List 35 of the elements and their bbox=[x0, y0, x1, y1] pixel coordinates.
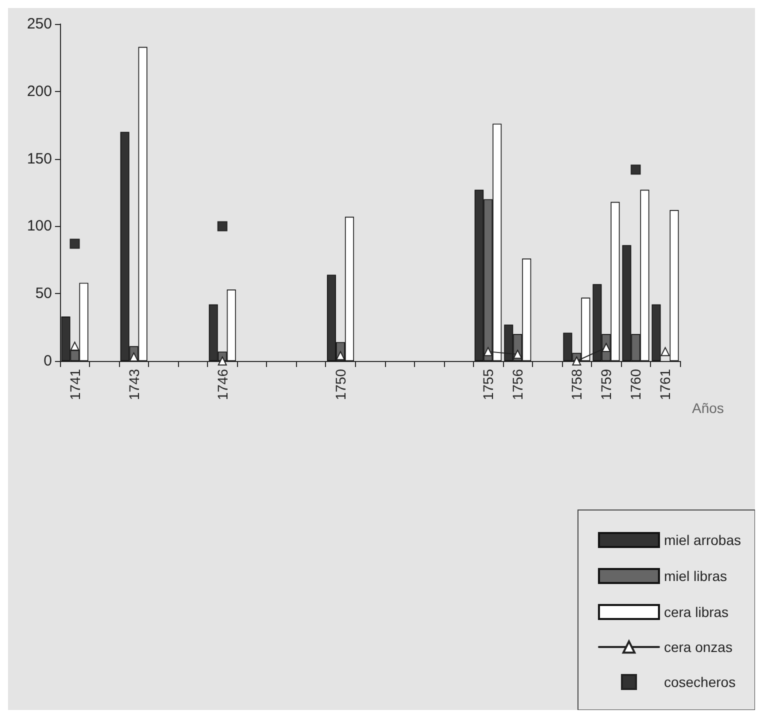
y-tick-label: 250 bbox=[26, 16, 52, 32]
x-tick-label: 1741 bbox=[66, 368, 83, 400]
x-tick-label: 1755 bbox=[480, 368, 496, 400]
y-tick-label: 150 bbox=[26, 150, 52, 168]
point bbox=[129, 352, 138, 362]
point bbox=[660, 347, 670, 356]
x-tick-label: 1760 bbox=[628, 368, 644, 400]
legend-label: miel libras bbox=[664, 568, 727, 584]
x-axis-title: Años bbox=[692, 400, 724, 416]
legend-label: cera libras bbox=[664, 604, 729, 620]
legend-label: miel arrobas bbox=[664, 532, 742, 548]
point bbox=[630, 164, 641, 175]
y-tick-label: 100 bbox=[26, 218, 52, 235]
legend-label: cosecheros bbox=[664, 674, 736, 690]
y-tick-label: 200 bbox=[26, 82, 52, 100]
bar bbox=[652, 304, 661, 361]
x-tick-label: 1759 bbox=[598, 368, 614, 400]
x-tick-label: 1758 bbox=[568, 368, 585, 400]
y-tick-label: 0 bbox=[44, 352, 52, 370]
point bbox=[217, 221, 228, 232]
x-tick-label: 1743 bbox=[126, 368, 142, 400]
point bbox=[218, 356, 227, 366]
point bbox=[336, 351, 345, 360]
y-tick-label: 50 bbox=[35, 285, 52, 302]
x-tick-label: 1750 bbox=[332, 368, 348, 400]
point bbox=[70, 238, 80, 249]
x-tick-label: 1756 bbox=[510, 368, 526, 400]
x-tick-label: 1761 bbox=[657, 368, 674, 400]
point bbox=[484, 347, 493, 356]
point bbox=[602, 343, 611, 352]
point bbox=[70, 342, 80, 351]
point bbox=[572, 356, 582, 366]
legend-label: cera onzas bbox=[664, 639, 732, 655]
point bbox=[513, 350, 522, 359]
x-tick-label: 1746 bbox=[214, 368, 230, 400]
